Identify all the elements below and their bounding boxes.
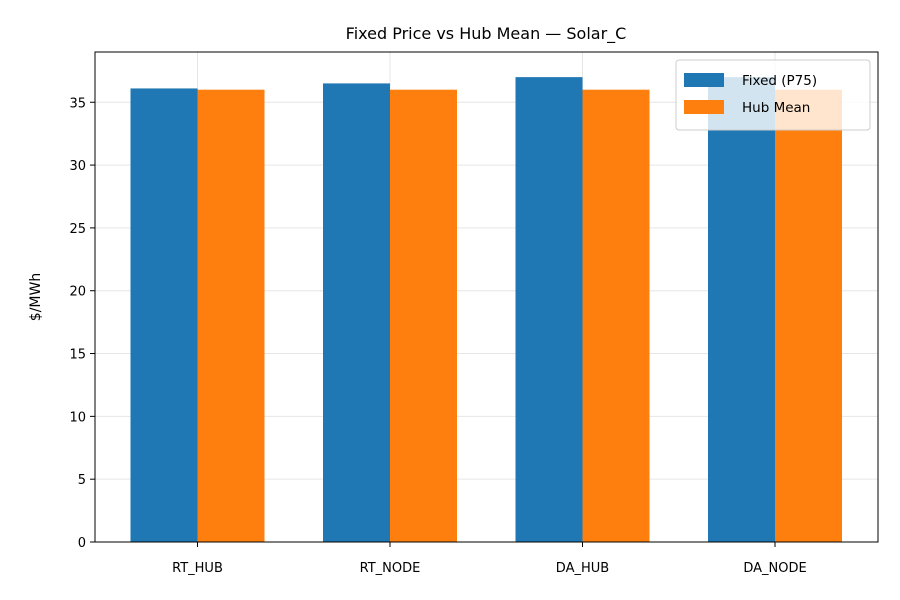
y-axis: 0 5 10 15 20 25 30 35 <box>69 96 95 551</box>
legend-label: Fixed (P75) <box>742 73 817 89</box>
y-tick-label: 10 <box>69 410 86 425</box>
y-tick-label: 0 <box>78 536 86 551</box>
y-tick-label: 20 <box>69 285 86 300</box>
legend-swatch <box>684 73 724 87</box>
chart-title: Fixed Price vs Hub Mean — Solar_C <box>346 24 627 44</box>
bar-fixed-p75-da-hub <box>515 77 583 542</box>
bars <box>130 77 842 543</box>
bar-hub-mean-rt-node <box>390 89 457 542</box>
x-tick-label: RT_HUB <box>172 561 223 576</box>
x-tick-label: DA_NODE <box>743 561 806 576</box>
bar-hub-mean-rt-hub <box>197 89 265 542</box>
y-tick-label: 35 <box>69 96 86 111</box>
x-axis: RT_HUB RT_NODE DA_HUB DA_NODE <box>172 542 807 576</box>
bar-fixed-p75-rt-hub <box>130 88 198 542</box>
legend: Fixed (P75) Hub Mean <box>675 59 871 131</box>
bar-fixed-p75-da-node <box>708 77 775 542</box>
legend-box <box>675 59 871 131</box>
bar-hub-mean-da-node <box>775 89 842 542</box>
legend-label: Hub Mean <box>742 100 810 116</box>
bar-hub-mean-da-hub <box>582 89 650 542</box>
y-axis-label: $/MWh <box>28 273 44 321</box>
y-tick-label: 25 <box>69 222 86 237</box>
y-tick-label: 5 <box>78 473 86 488</box>
legend-swatch <box>684 100 724 114</box>
y-tick-label: 15 <box>69 348 86 363</box>
bar-fixed-p75-rt-node <box>323 83 390 543</box>
y-tick-label: 30 <box>69 159 86 174</box>
plot-frame <box>94 51 879 543</box>
x-tick-label: RT_NODE <box>360 561 421 576</box>
x-tick-label: DA_HUB <box>556 561 609 576</box>
